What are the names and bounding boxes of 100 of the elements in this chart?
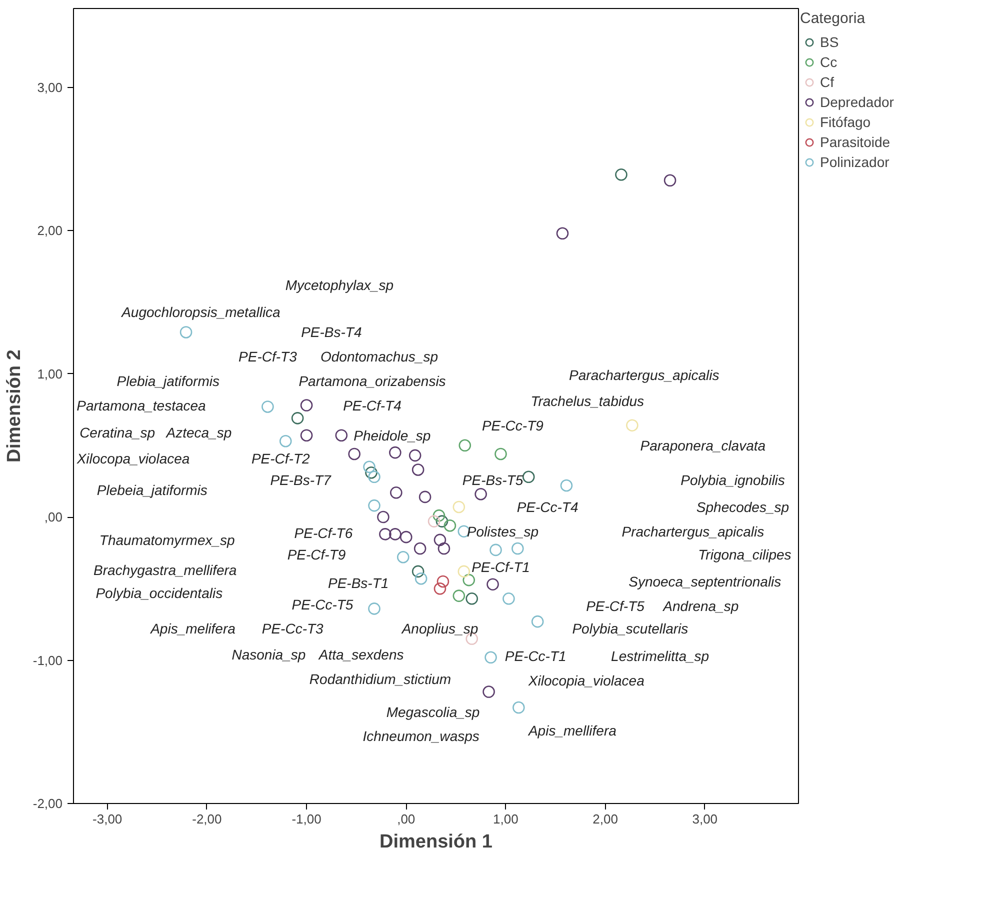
annotation: PE-Cf-T3 — [238, 348, 298, 365]
point — [452, 590, 466, 602]
legend-label: Cf — [820, 74, 835, 90]
y-axis-title: Dimensión 2 — [4, 350, 25, 462]
y-tick-label: 2,00 — [37, 223, 63, 238]
annotation: PE-Cc-T9 — [482, 417, 544, 434]
x-tick-label: -1,00 — [292, 812, 322, 826]
annotation: Thaumatomyrmex_sp — [99, 532, 236, 548]
annotation: Rodanthidium_stictium — [309, 670, 452, 687]
annotation: PE-Cc-T5 — [292, 596, 354, 612]
x-tick-label: ,00 — [397, 812, 416, 826]
annotation: Paraponera_clavata — [640, 437, 766, 454]
point — [262, 400, 274, 413]
point — [428, 515, 440, 528]
point — [432, 509, 446, 522]
x-tick-label: 1,00 — [493, 812, 518, 826]
annotation: Anoplius_sp — [400, 620, 478, 637]
point — [396, 550, 410, 564]
annotation: Partamona_testacea — [76, 397, 206, 414]
point — [444, 519, 456, 532]
point — [490, 544, 502, 556]
annotation: Megascolia_sp — [386, 704, 480, 720]
point — [436, 515, 448, 528]
annotation: PE-Cf-T6 — [294, 524, 353, 541]
annotation: Polybia_ignobilis — [680, 472, 785, 488]
annotation: Atta_sexdens — [318, 646, 404, 663]
point — [180, 326, 192, 338]
y-tick-label: ,00 — [44, 510, 63, 525]
annotation: Mycetophylax_sp — [285, 276, 394, 293]
annotation: PE-Bs-T4 — [301, 324, 362, 340]
annotation: Plebia_jatiformis — [116, 372, 220, 389]
point — [482, 686, 495, 698]
point — [279, 434, 292, 448]
x-axis-title: Dimensión 1 — [380, 832, 493, 852]
point — [408, 449, 422, 462]
point — [556, 227, 569, 240]
annotation: Polybia_scutellaris — [572, 620, 688, 637]
point — [368, 602, 380, 615]
point — [400, 530, 412, 544]
annotation: PE-Cf-T1 — [472, 559, 530, 576]
legend-label: Cc — [820, 54, 838, 70]
annotation: Ichneumon_wasps — [362, 728, 480, 744]
point — [365, 466, 378, 479]
annotation: PE-Cf-T5 — [586, 598, 645, 614]
annotation: Andrena_sp — [662, 598, 739, 614]
point — [418, 490, 432, 504]
point — [512, 542, 524, 555]
annotation: Sphecodes_sp — [696, 498, 790, 515]
x-tick-label: 3,00 — [692, 812, 718, 826]
annotation: Trigona_cilipes — [698, 546, 792, 562]
annotation: Azteca_sp — [165, 424, 232, 440]
point — [377, 510, 390, 524]
point — [458, 439, 472, 452]
point — [626, 419, 638, 432]
point — [434, 534, 446, 546]
point — [300, 429, 313, 442]
point — [531, 615, 544, 628]
annotation: Partamona_orizabensis — [298, 372, 446, 389]
annotation: PE-Cc-T4 — [516, 498, 578, 515]
point — [474, 488, 487, 500]
annotation: PE-Cc-T1 — [504, 648, 566, 664]
point — [389, 446, 402, 459]
point — [494, 448, 507, 460]
legend-label: BS — [820, 34, 840, 50]
point — [414, 572, 428, 585]
point — [434, 582, 446, 595]
annotation: Xilocopa_violacea — [76, 450, 190, 466]
point — [368, 470, 380, 484]
point — [615, 168, 628, 181]
annotation: Nasonia_sp — [232, 646, 306, 663]
annotation: PE-Cc-T3 — [262, 620, 324, 637]
annotation: Plebeia_jatiformis — [96, 482, 208, 498]
point — [522, 470, 535, 484]
point — [291, 412, 304, 424]
y-tick-label: -2,00 — [32, 796, 63, 811]
point — [560, 479, 573, 492]
point — [348, 448, 360, 460]
x-tick-label: -3,00 — [92, 812, 122, 826]
annotation: Ceratina_sp — [80, 424, 156, 440]
y-tick-label: 3,00 — [37, 80, 63, 95]
point — [390, 486, 402, 499]
legend-label: Depredador — [820, 94, 894, 110]
annotation: Pheidole_sp — [354, 427, 431, 444]
annotation: PE-Bs-T7 — [270, 472, 332, 488]
annotation: PE-Cf-T2 — [251, 450, 310, 466]
annotation: Lestrimelitta_sp — [611, 648, 710, 664]
legend-label: Polinizador — [820, 154, 890, 170]
annotation: Odontomachus_sp — [320, 348, 438, 365]
point — [335, 429, 348, 442]
point — [502, 592, 515, 605]
annotation: Apis_mellifera — [527, 722, 617, 738]
annotation: PE-Cf-T4 — [343, 397, 402, 414]
x-tick-label: 2,00 — [592, 812, 618, 826]
point — [414, 542, 426, 555]
annotation: Prachartergus_apicalis — [622, 523, 764, 540]
annotation: Xilocopia_violacea — [527, 672, 645, 688]
annotation: PE-Bs-T1 — [328, 574, 389, 591]
point — [379, 528, 392, 540]
point — [484, 651, 497, 664]
point — [438, 542, 450, 555]
